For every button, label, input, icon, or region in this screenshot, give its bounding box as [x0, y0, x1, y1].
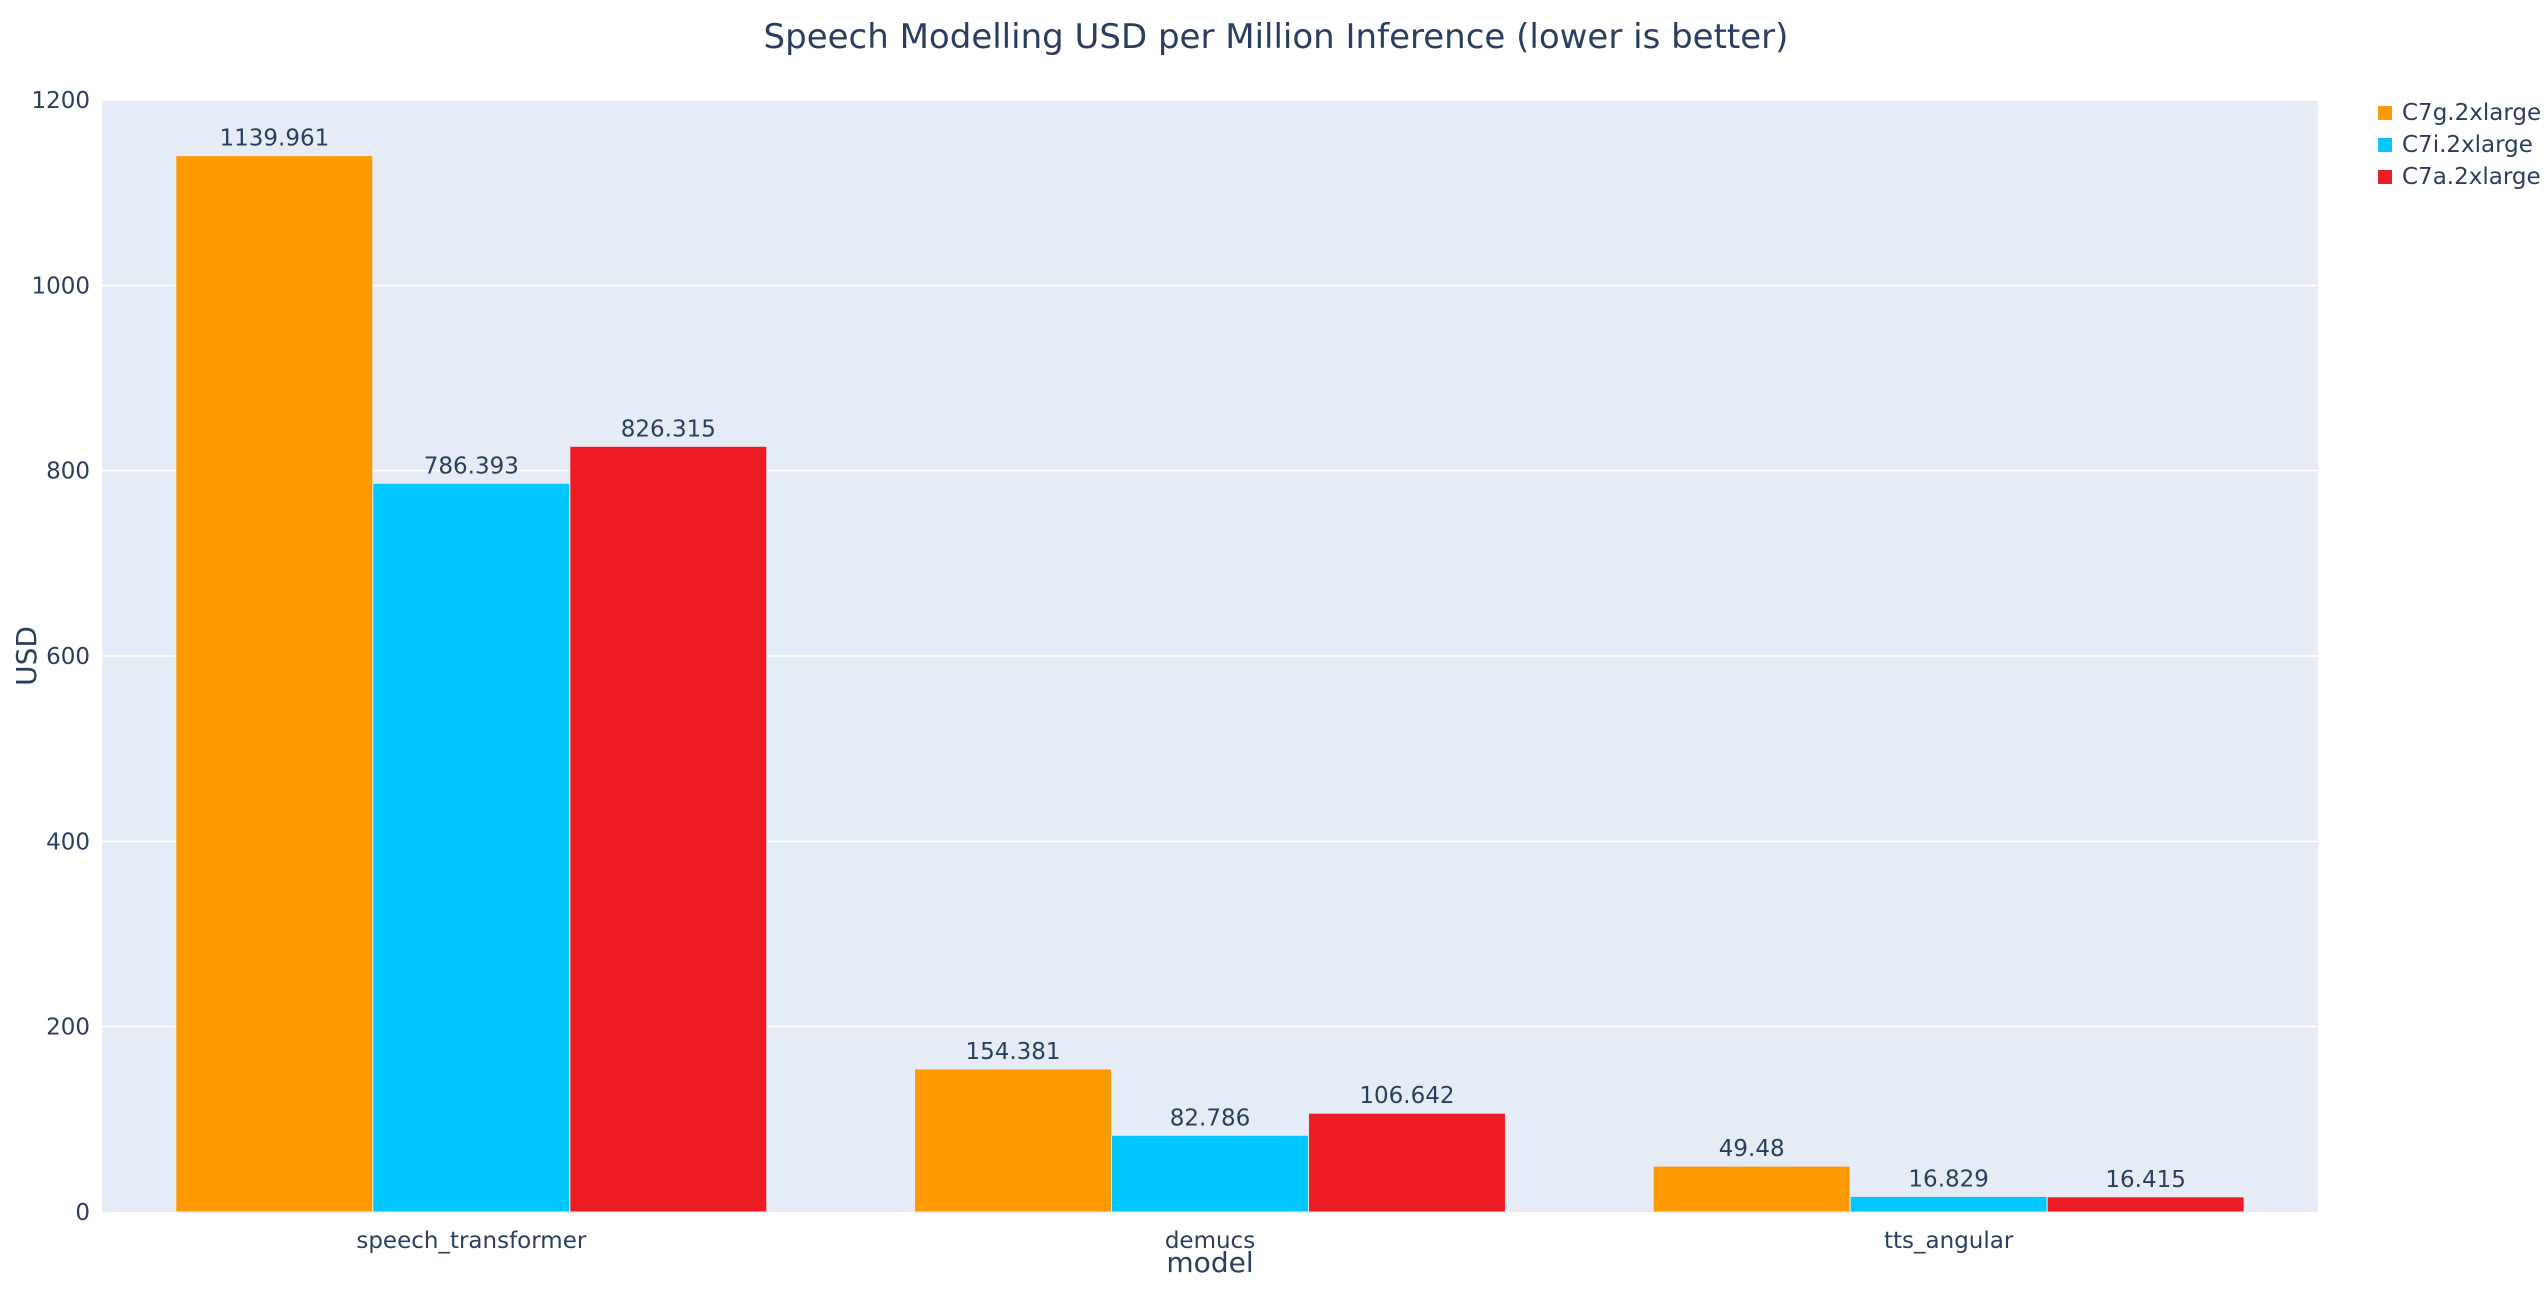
bar — [569, 445, 768, 1213]
x-tick-label: speech_transformer — [356, 1228, 587, 1254]
data-label: 154.381 — [965, 1039, 1060, 1065]
data-label: 16.415 — [2105, 1167, 2185, 1193]
y-tick-label: 1200 — [31, 88, 90, 114]
legend-label: C7i.2xlarge — [2402, 132, 2533, 158]
x-axis-ticks: speech_transformer demucs tts_angular — [356, 1228, 2014, 1254]
legend-label: C7a.2xlarge — [2402, 164, 2541, 190]
bar — [914, 1068, 1113, 1213]
y-tick-label: 200 — [46, 1015, 90, 1041]
bar — [1111, 1134, 1309, 1213]
legend-swatch — [2378, 138, 2392, 152]
bar — [1849, 1195, 2048, 1213]
y-tick-label: 800 — [46, 459, 90, 485]
data-label: 786.393 — [424, 453, 519, 479]
y-tick-label: 1000 — [31, 273, 90, 299]
y-tick-label: 600 — [46, 644, 90, 670]
bar — [1307, 1112, 1506, 1213]
data-label: 49.48 — [1719, 1136, 1785, 1162]
chart-title: Speech Modelling USD per Million Inferen… — [764, 17, 1789, 57]
bar — [1652, 1165, 1851, 1213]
data-labels: 1139.961 786.393 826.315 154.381 82.786 106.6… — [219, 126, 2185, 1193]
y-tick-label: 0 — [75, 1200, 90, 1226]
bar — [2046, 1196, 2245, 1213]
legend: C7g.2xlarge C7i.2xlarge C7a.2xlarge — [2378, 100, 2541, 190]
y-axis-ticks: 0 200 400 600 800 1000 1200 — [31, 88, 90, 1226]
legend-label: C7g.2xlarge — [2402, 100, 2541, 126]
bar — [372, 482, 571, 1213]
data-label: 82.786 — [1170, 1105, 1250, 1131]
data-label: 1139.961 — [219, 126, 329, 152]
bar — [175, 155, 374, 1213]
bars — [175, 155, 2245, 1213]
data-label: 826.315 — [621, 416, 716, 442]
y-axis-title: USD — [10, 626, 43, 686]
data-label: 106.642 — [1359, 1083, 1454, 1109]
legend-swatch — [2378, 106, 2392, 120]
x-tick-label: demucs — [1165, 1228, 1255, 1254]
legend-swatch — [2378, 170, 2392, 184]
data-label: 16.829 — [1908, 1166, 1988, 1192]
y-tick-label: 400 — [46, 829, 90, 855]
x-tick-label: tts_angular — [1884, 1228, 2014, 1254]
x-axis-title: model — [1166, 1246, 1253, 1279]
